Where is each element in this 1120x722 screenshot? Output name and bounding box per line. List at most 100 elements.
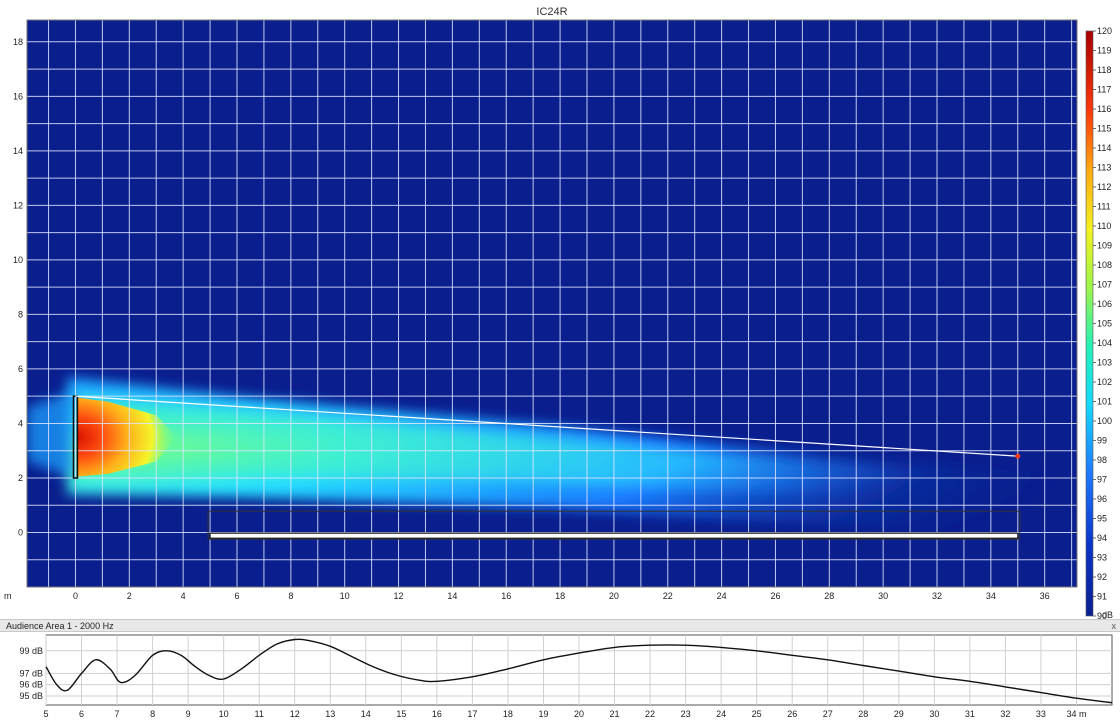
x-tick-label: 20 [609,591,619,601]
x-tick-label: 0 [73,591,78,601]
colorbar-tick-label: 103 [1097,358,1112,368]
colorbar-ticks: 120 119 118 117 116 115 114 113 112 111 110 109 108 1… [1093,26,1112,619]
x-tick-label: 10 [340,591,350,601]
back-lobe-shape [27,390,76,478]
line-x-axis-ticks: 5 6 7 8 9 10 11 12 13 14 15 16 17 18 19 20 21 22 23 24 25 26 2… [43,709,1086,719]
x-tick-label: 32 [932,591,942,601]
colorbar-tick-label: 113 [1097,163,1111,173]
colorbar-tick-label: 118 [1097,65,1111,75]
colorbar-tick-label: 107 [1097,280,1112,290]
line-x-tick-label: 21 [610,709,620,719]
colorbar-tick-label: 104 [1097,338,1112,348]
line-y-tick-label: 99 dB [19,646,43,656]
x-tick-label: 26 [770,591,780,601]
line-y-tick-label: 97 dB [19,668,43,678]
line-x-tick-label: 25 [752,709,762,719]
y-tick-label: 14 [13,146,23,156]
y-tick-label: 2 [18,473,23,483]
colorbar-tick-label: 96 [1097,494,1107,504]
line-x-tick-label: 29 [894,709,904,719]
x-tick-label: 30 [878,591,888,601]
colorbar-unit: dB [1102,610,1113,619]
colorbar-tick-label: 108 [1097,260,1112,270]
colorbar-tick-label: 102 [1097,377,1112,387]
colorbar-tick-label: 117 [1097,85,1111,95]
line-x-tick-label: 17 [467,709,477,719]
line-x-tick-label: 16 [432,709,442,719]
line-x-tick-label: 24 [716,709,726,719]
colorbar-tick-label: 94 [1097,533,1107,543]
heat-layer [27,377,1077,541]
colorbar-tick-label: 119 [1097,46,1111,56]
line-x-tick-label: 8 [150,709,155,719]
y-tick-label: 18 [13,37,23,47]
y-axis-ticks: 0 2 4 6 8 10 12 14 16 18 [13,37,23,538]
y-tick-label: 4 [18,418,23,428]
x-tick-label: 6 [234,591,239,601]
line-x-tick-label: 26 [787,709,797,719]
x-tick-label: 36 [1040,591,1050,601]
line-x-tick-label: 12 [290,709,300,719]
y-tick-label: 8 [18,309,23,319]
colorbar-tick-label: 98 [1097,455,1107,465]
line-x-tick-label: 20 [574,709,584,719]
x-axis-ticks: 0 2 4 6 8 10 12 14 16 18 20 22 24 26 28 30 32 34 36 [73,591,1050,601]
colorbar-tick-label: 90 [1097,611,1107,619]
aim-line [75,395,1018,457]
spl-heatmap-chart: IC24R 0 2 4 6 8 10 12 14 16 18 20 22 24 26 28 30 32 34 36 … [4,6,1113,619]
x-tick-label: 16 [501,591,511,601]
colorbar-tick-label: 101 [1097,397,1112,407]
colorbar-tick-label: 110 [1097,221,1111,231]
colorbar-tick-label: 95 [1097,514,1107,524]
colorbar [1085,30,1094,617]
colorbar-tick-label: 91 [1097,592,1107,602]
colorbar-tick-label: 93 [1097,553,1107,563]
line-x-tick-label: 22 [645,709,655,719]
x-tick-label: 8 [288,591,293,601]
colorbar-tick-label: 116 [1097,104,1111,114]
x-tick-label: 2 [127,591,132,601]
y-tick-label: 10 [13,255,23,265]
line-x-tick-label: 11 [255,709,264,719]
colorbar-tick-label: 105 [1097,319,1112,329]
y-tick-label: 12 [13,200,23,210]
line-x-tick-label: 28 [858,709,868,719]
colorbar-tick-label: 120 [1097,26,1112,36]
chart-title: IC24R [536,6,567,18]
colorbar-tick-label: 97 [1097,475,1107,485]
spl-series-line [45,638,1113,704]
line-y-tick-label: 96 dB [19,680,43,690]
beam-inner-shape [75,396,964,500]
line-x-tick-label: 18 [503,709,513,719]
grid-layer [27,20,1077,587]
y-tick-label: 6 [18,364,23,374]
line-x-tick-label: 33 [1036,709,1046,719]
plot-border [26,19,1078,588]
line-x-tick-label: 14 [361,709,371,719]
line-x-tick-label: 7 [115,709,120,719]
y-tick-label: 0 [18,527,23,537]
line-x-tick-label: 19 [538,709,548,719]
colorbar-tick-label: 109 [1097,241,1112,251]
x-tick-label: 18 [555,591,565,601]
x-tick-label: 28 [824,591,834,601]
audience-panel-header: Audience Area 1 - 2000 Hz x [0,619,1120,632]
colorbar-tick-label: 111 [1097,202,1111,212]
colorbar-tick-label: 114 [1097,143,1111,153]
close-icon[interactable]: x [1111,621,1117,631]
line-x-tick-label: 30 [929,709,939,719]
colorbar-tick-label: 106 [1097,299,1112,309]
line-x-tick-label: 10 [219,709,229,719]
x-tick-label: 12 [394,591,404,601]
line-x-tick-label: 27 [823,709,833,719]
aim-point [1015,453,1021,459]
audience-area-bar [209,532,1019,539]
line-x-tick-label: 5 [43,709,48,719]
line-x-tick-label: 32 [1000,709,1010,719]
x-tick-label: 24 [717,591,727,601]
y-tick-label: 16 [13,91,23,101]
audience-area-frame [207,510,1021,540]
line-x-tick-label: 13 [325,709,335,719]
line-x-tick-label: 31 [965,709,975,719]
